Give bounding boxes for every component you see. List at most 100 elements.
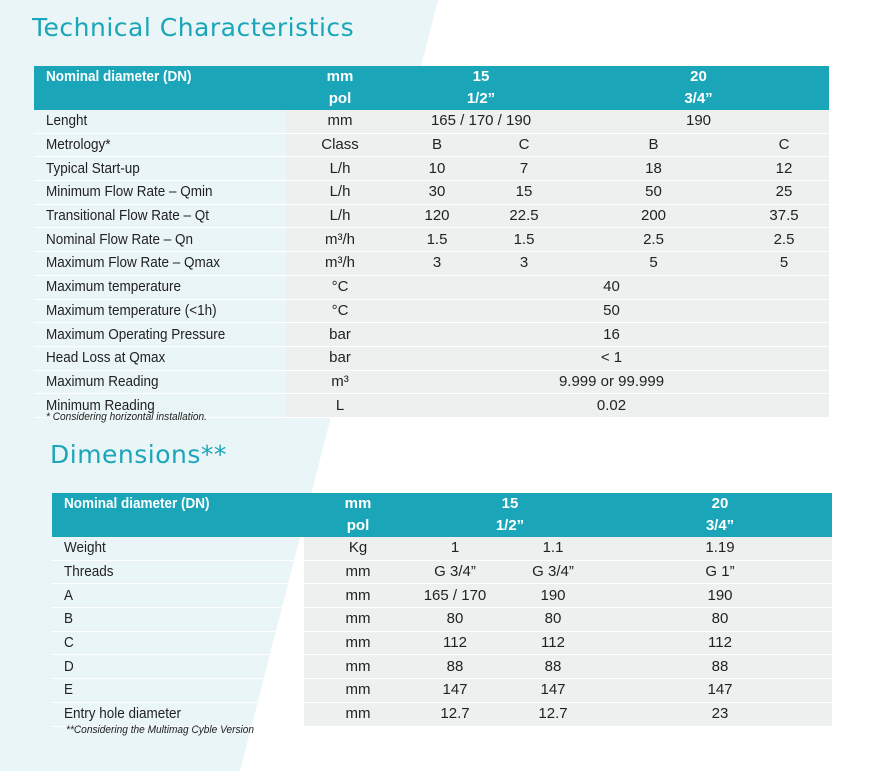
cell-dn20-class-b: 5 <box>568 251 739 276</box>
table-row: Maximum temperature (<1h) °C 50 <box>34 299 829 323</box>
table-row: B mm 80 80 80 <box>52 607 832 632</box>
header-dn15-inch: 1/2” <box>412 515 608 537</box>
row-unit: L/h <box>286 180 394 205</box>
row-label: Weight <box>64 539 106 557</box>
row-unit: mm <box>286 110 394 134</box>
row-label: Head Loss at Qmax <box>46 349 166 367</box>
row-label: Threads <box>64 563 114 581</box>
cell-dn15-a: 12.7 <box>412 702 498 726</box>
cell-dn15-class-b: 120 <box>394 204 480 228</box>
header-label: Nominal diameter (DN) <box>52 493 304 515</box>
row-unit: mm <box>304 583 412 608</box>
table-row: Threads mm G 3/4” G 3/4” G 1” <box>52 560 832 584</box>
technical-characteristics-table: Nominal diameter (DN) mm 15 20 pol 1/2” … <box>34 66 829 418</box>
row-unit: mm <box>304 560 412 584</box>
row-label: A <box>64 586 74 604</box>
dimensions-footnote: **Considering the Multimag Cyble Version <box>66 724 255 736</box>
row-unit: °C <box>286 299 394 323</box>
dimensions-table: Nominal diameter (DN) mm 15 20 pol 1/2” … <box>52 493 832 727</box>
cell-dn20: 147 <box>608 678 832 703</box>
header-unit: mm <box>286 66 394 88</box>
row-label: D <box>64 657 74 675</box>
table-row: Nominal Flow Rate – Qn m³/h 1.5 1.5 2.5 … <box>34 227 829 252</box>
cell-dn20: 80 <box>608 607 832 632</box>
header-dn20: 20 <box>608 493 832 515</box>
dimensions-title: Dimensions** <box>50 440 227 469</box>
cell-dn15-a: 165 / 170 <box>412 583 498 608</box>
technical-characteristics-title: Technical Characteristics <box>32 13 355 42</box>
cell-dn15-a: 112 <box>412 631 498 655</box>
table-header-row: pol 1/2” 3/4” <box>52 515 832 537</box>
cell-dn20-class-c: 37.5 <box>739 204 829 228</box>
row-label: Entry hole diameter <box>64 705 182 723</box>
cell-dn15-class-c: 3 <box>480 251 568 276</box>
cell-dn15-b: G 3/4” <box>498 560 608 584</box>
row-unit: m³/h <box>286 251 394 276</box>
cell-dn15-class-c: C <box>480 133 568 157</box>
cell-dn15-class-c: 22.5 <box>480 204 568 228</box>
table-row: Entry hole diameter mm 12.7 12.7 23 <box>52 702 832 726</box>
cell-dn20: 112 <box>608 631 832 655</box>
header-unit: mm <box>304 493 412 515</box>
cell-dn15-a: 80 <box>412 607 498 632</box>
cell-dn20: G 1” <box>608 560 832 584</box>
cell-dn20-class-b: 18 <box>568 156 739 181</box>
row-unit: mm <box>304 702 412 726</box>
row-unit: L/h <box>286 156 394 181</box>
cell-dn15-a: 147 <box>412 678 498 703</box>
header-dn15-inch: 1/2” <box>394 88 568 110</box>
table-row: Maximum Flow Rate – Qmax m³/h 3 3 5 5 <box>34 251 829 276</box>
cell-dn15-b: 88 <box>498 654 608 679</box>
table-row: A mm 165 / 170 190 190 <box>52 583 832 608</box>
row-unit: Class <box>286 133 394 157</box>
cell-dn15-class-c: 15 <box>480 180 568 205</box>
cell-dn15-class-b: 1.5 <box>394 227 480 252</box>
row-label: Transitional Flow Rate – Qt <box>46 207 210 225</box>
cell-dn20-class-c: 2.5 <box>739 227 829 252</box>
row-unit: L/h <box>286 204 394 228</box>
cell-dn20-class-c: 5 <box>739 251 829 276</box>
table-row: Typical Start-up L/h 10 7 18 12 <box>34 156 829 181</box>
row-label: C <box>64 634 74 652</box>
cell-dn20-class-b: 2.5 <box>568 227 739 252</box>
table-row: Maximum Reading m³ 9.999 or 99.999 <box>34 370 829 394</box>
cell-dn15-a: G 3/4” <box>412 560 498 584</box>
table-row: C mm 112 112 112 <box>52 631 832 655</box>
table-row: Maximum Operating Pressure bar 16 <box>34 322 829 347</box>
header-dn20-inch: 3/4” <box>568 88 829 110</box>
cell-dn15: 165 / 170 / 190 <box>394 110 568 134</box>
row-label: Minimum Flow Rate – Qmin <box>46 183 213 201</box>
cell-dn15-b: 80 <box>498 607 608 632</box>
cell-dn15-b: 112 <box>498 631 608 655</box>
row-unit: Kg <box>304 537 412 561</box>
row-unit: L <box>286 393 394 418</box>
cell-dn20: 190 <box>608 583 832 608</box>
row-label: Lenght <box>46 112 88 130</box>
table-row: Weight Kg 1 1.1 1.19 <box>52 537 832 561</box>
row-label: Maximum Flow Rate – Qmax <box>46 254 221 272</box>
cell-dn20-class-c: C <box>739 133 829 157</box>
cell-dn20-class-b: B <box>568 133 739 157</box>
cell-dn15-class-b: 30 <box>394 180 480 205</box>
cell-all: 40 <box>394 275 829 299</box>
row-unit: mm <box>304 678 412 703</box>
table-row: D mm 88 88 88 <box>52 654 832 679</box>
cell-dn15-a: 88 <box>412 654 498 679</box>
cell-dn20-class-c: 12 <box>739 156 829 181</box>
cell-dn15-class-b: 10 <box>394 156 480 181</box>
table-row: Lenght mm 165 / 170 / 190 190 <box>34 110 829 134</box>
cell-all: 9.999 or 99.999 <box>394 370 829 394</box>
cell-dn15-class-b: B <box>394 133 480 157</box>
row-label: Maximum temperature (<1h) <box>46 301 217 319</box>
table-header-row: Nominal diameter (DN) mm 15 20 <box>52 493 832 515</box>
row-unit: mm <box>304 631 412 655</box>
table-row: Minimum Flow Rate – Qmin L/h 30 15 50 25 <box>34 180 829 205</box>
cell-dn20: 88 <box>608 654 832 679</box>
cell-dn20: 1.19 <box>608 537 832 561</box>
cell-dn15-b: 147 <box>498 678 608 703</box>
cell-all: 16 <box>394 322 829 347</box>
cell-dn20: 190 <box>568 110 829 134</box>
table-header-row: Nominal diameter (DN) mm 15 20 <box>34 66 829 88</box>
cell-dn15-class-c: 1.5 <box>480 227 568 252</box>
cell-dn15-b: 12.7 <box>498 702 608 726</box>
